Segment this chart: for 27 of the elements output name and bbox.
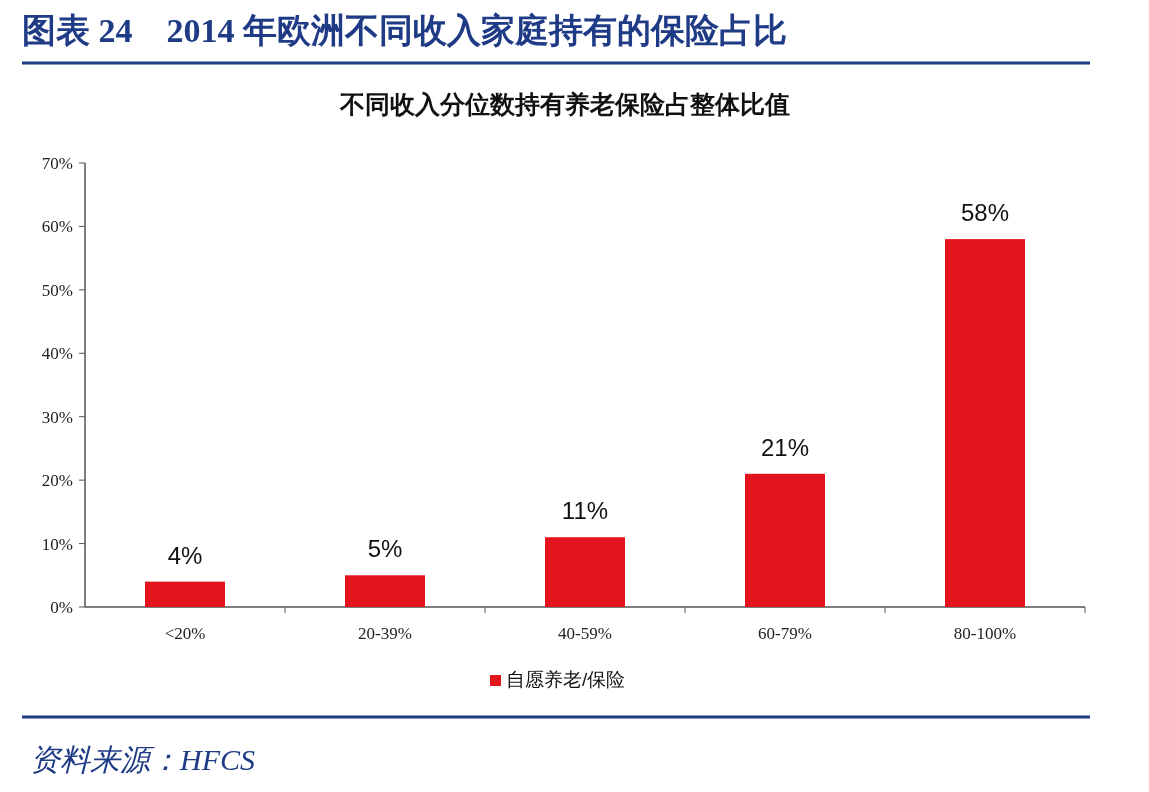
y-tick-label: 70% [41,154,73,173]
data-label: 5% [367,535,403,563]
y-tick-label: 30% [41,407,73,427]
x-tick-label: 60-79% [758,624,812,643]
y-tick-label: 50% [41,280,73,300]
bar [345,575,425,607]
chart-title: 图表 24 2014 年欧洲不同收入家庭持有的保险占比 [22,12,787,49]
data-label: 21% [760,433,810,461]
y-tick-label: 20% [41,471,73,491]
bar [745,473,825,607]
x-tick-label: 40-59% [558,624,612,643]
text: 资料来源：HFCS [30,743,255,776]
y-tick-label: 40% [41,344,73,364]
x-tick-label: 80-100% [953,624,1017,643]
data-label: 11% [561,497,609,525]
chart-subtitle: 不同收入分位数持有养老保险占整体比值 [339,91,790,118]
legend-label: 自愿养老/保险 [506,669,626,690]
data-label: 58% [960,199,1010,227]
y-tick-label: 10% [41,534,73,554]
y-tick-label: 60% [41,217,73,237]
bar [145,581,225,607]
bar [545,537,625,607]
x-tick-label: <20% [164,624,206,643]
x-tick-label: 20-39% [358,624,412,643]
data-label: 4% [167,541,203,569]
bar [945,239,1025,607]
y-tick-label: 0% [50,598,73,617]
